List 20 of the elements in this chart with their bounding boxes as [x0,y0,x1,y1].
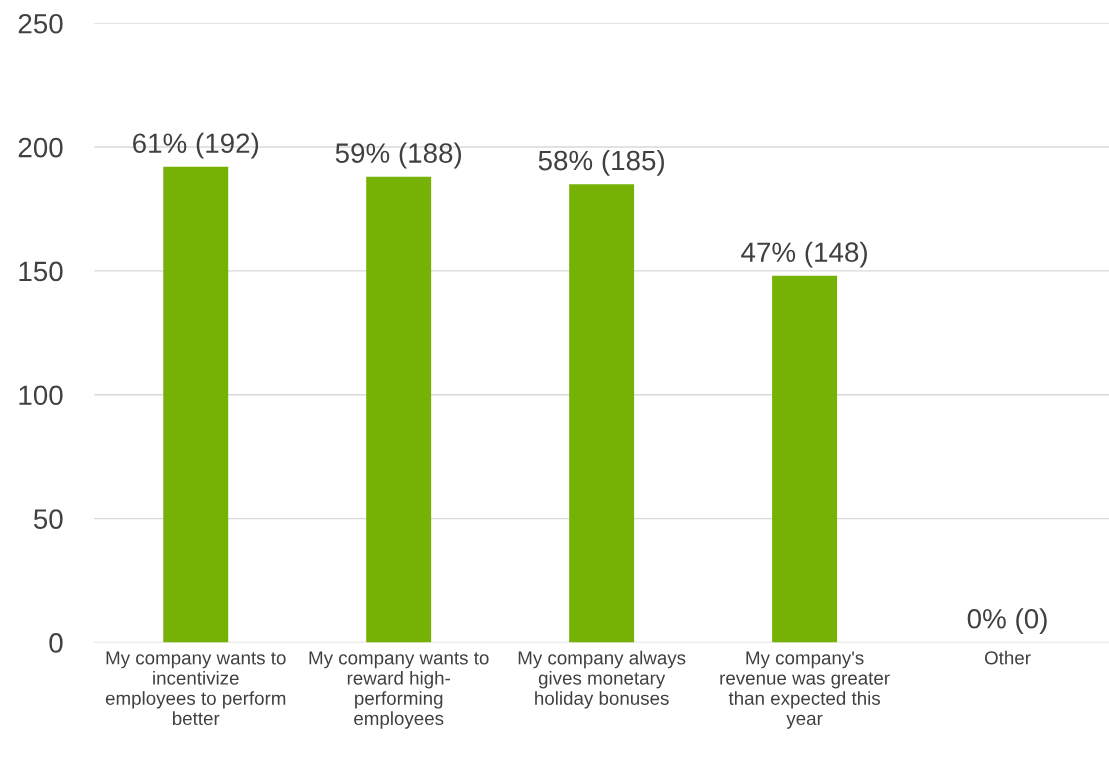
y-tick-label: 0 [49,633,63,653]
data-label: 59% (188) [335,142,462,169]
data-label: 61% (192) [133,132,259,159]
data-label: 0% (0) [967,608,1047,635]
x-tick-label: My company always gives monetary holiday bonuses [518,650,686,709]
x-tick-label: My company's revenue was greater than expected this year [720,651,890,729]
y-tick-label: 50 [33,509,63,529]
y-tick-label: 200 [18,137,63,158]
data-label: 47% (148) [741,241,867,268]
x-tick-label: Other [984,650,1031,665]
x-tick-label: My company wants to incentivize employees to perform better [105,651,286,726]
bar [163,166,229,643]
bar [772,275,838,643]
x-tick-label: My company wants to reward high- performing employees [309,651,489,729]
bar [569,184,635,643]
y-tick-label: 250 [18,13,63,34]
y-tick-label: 150 [19,261,63,282]
bar [366,176,432,643]
y-tick-label: 100 [19,385,63,406]
data-label: 58% (185) [538,149,664,176]
